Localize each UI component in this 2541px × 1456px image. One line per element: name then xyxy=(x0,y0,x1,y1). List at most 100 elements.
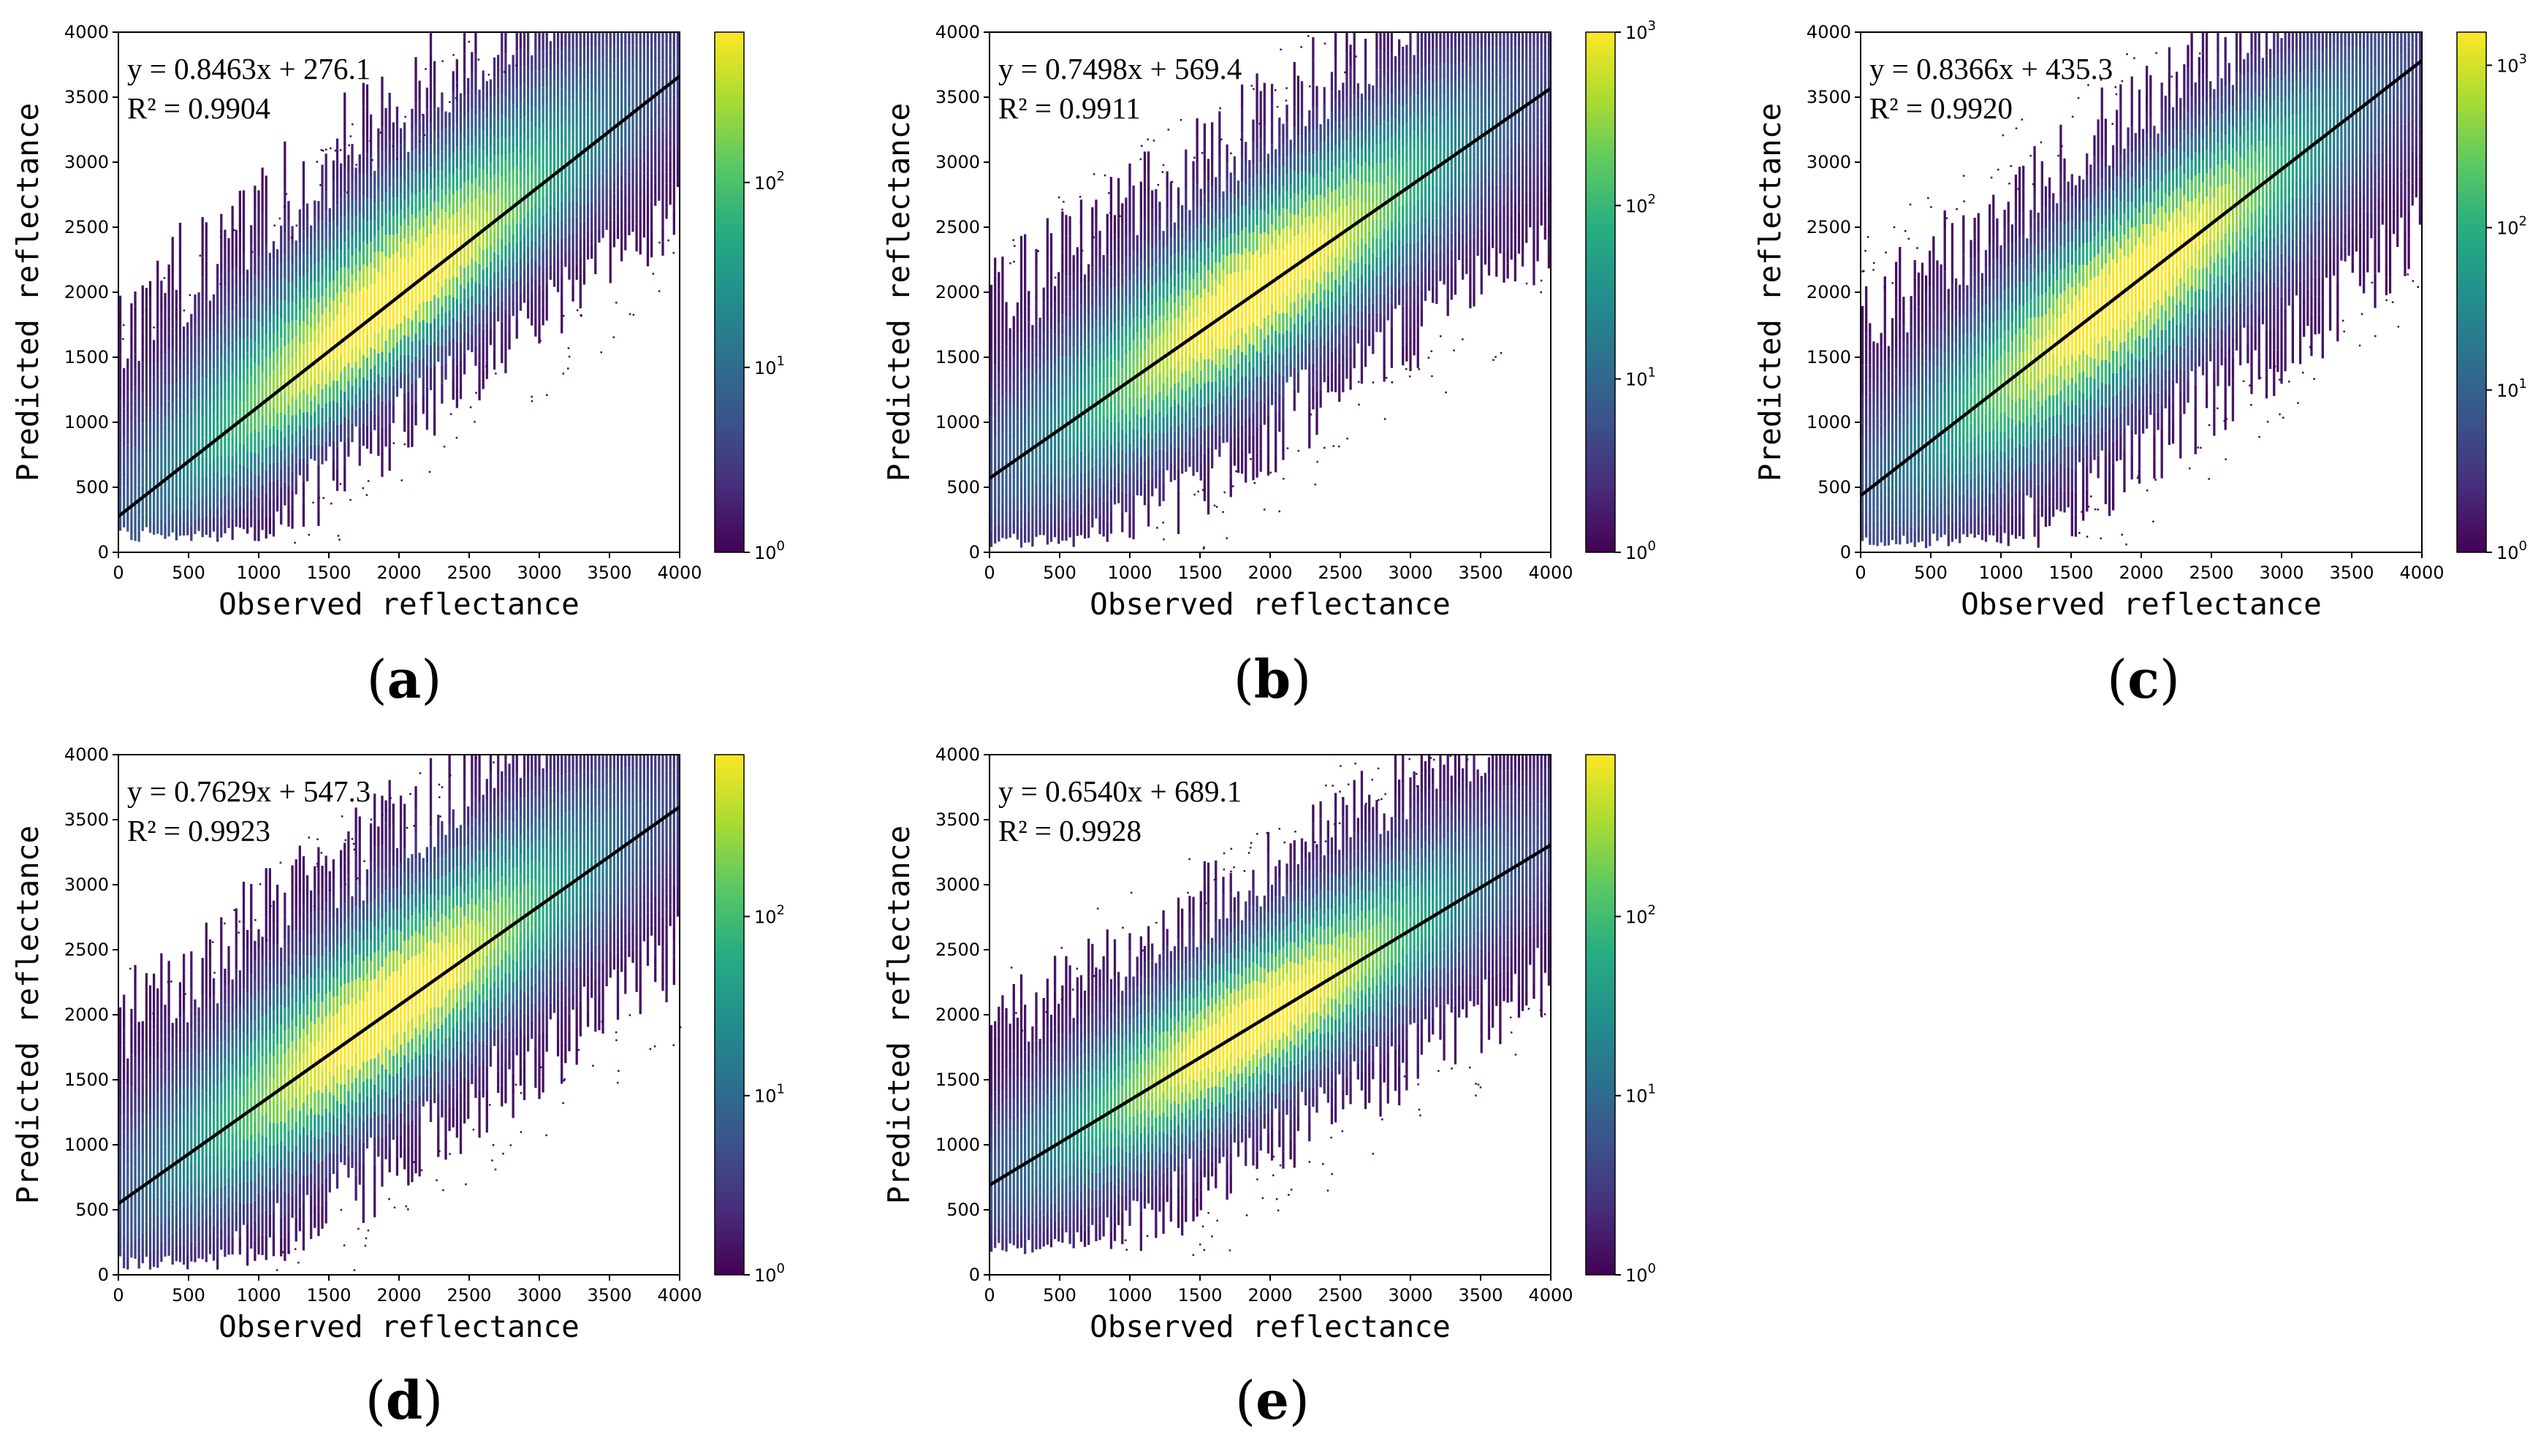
density-bin xyxy=(1338,265,1341,286)
density-bin xyxy=(1076,264,1079,283)
density-bin xyxy=(235,322,238,342)
density-bin xyxy=(654,118,657,130)
density-bin xyxy=(1061,458,1064,479)
density-bin xyxy=(1457,188,1461,204)
density-bin xyxy=(489,96,493,113)
density-bin xyxy=(422,283,425,302)
density-bin xyxy=(437,155,440,171)
density-bin xyxy=(1233,194,1236,215)
density-bin xyxy=(335,270,339,293)
density-bin xyxy=(1390,263,1394,284)
density-bin xyxy=(508,100,511,118)
density-bin xyxy=(145,318,148,333)
density-bin xyxy=(1390,115,1394,137)
density-bin xyxy=(1521,207,1524,223)
density-bin xyxy=(1155,432,1158,451)
outlier-point xyxy=(346,191,349,194)
density-bin xyxy=(265,402,267,425)
outlier-point xyxy=(322,150,324,152)
density-bin xyxy=(1402,126,1405,147)
density-bin xyxy=(1427,129,1431,145)
density-bin xyxy=(1457,132,1461,147)
density-bin xyxy=(515,89,518,109)
density-bin xyxy=(156,499,159,517)
density-bin xyxy=(1121,347,1124,368)
density-bin xyxy=(1012,492,1015,507)
density-bin xyxy=(280,263,283,282)
density-bin xyxy=(482,70,485,91)
outlier-point xyxy=(1540,291,1542,294)
density-bin xyxy=(579,83,582,102)
density-bin xyxy=(1457,160,1461,175)
density-bin xyxy=(1143,306,1147,329)
density-bin xyxy=(1263,381,1266,404)
density-bin xyxy=(1143,350,1147,373)
density-bin xyxy=(343,242,346,267)
density-bin xyxy=(1128,514,1131,538)
density-bin xyxy=(153,364,156,377)
density-bin xyxy=(990,432,993,449)
density-bin xyxy=(1001,485,1004,503)
density-bin xyxy=(399,209,403,226)
density-bin xyxy=(1155,207,1158,227)
density-bin xyxy=(1521,120,1524,135)
density-bin xyxy=(1109,377,1113,400)
x-tick-label: 500 xyxy=(172,563,205,583)
density-bin xyxy=(1035,321,1038,339)
density-bin xyxy=(1473,83,1475,101)
density-bin xyxy=(156,346,159,364)
density-bin xyxy=(1427,178,1431,194)
density-bin xyxy=(672,45,675,58)
density-bin xyxy=(137,440,140,451)
density-bin xyxy=(411,320,414,342)
density-bin xyxy=(609,47,612,64)
density-bin xyxy=(414,218,417,242)
density-bin xyxy=(1147,362,1150,386)
density-bin xyxy=(467,95,470,113)
density-bin xyxy=(407,226,410,245)
density-bin xyxy=(1068,296,1071,317)
fit-equation: y = 0.8463x + 276.1 xyxy=(127,52,371,85)
density-bin xyxy=(1222,238,1225,255)
density-bin xyxy=(1016,332,1019,347)
density-bin xyxy=(238,191,242,212)
density-bin xyxy=(1457,245,1461,261)
density-bin xyxy=(1079,199,1083,221)
density-bin xyxy=(1312,176,1315,200)
density-bin xyxy=(994,365,997,383)
density-bin xyxy=(601,199,604,213)
density-bin xyxy=(1529,105,1532,118)
density-bin xyxy=(459,226,463,246)
density-bin xyxy=(1113,341,1117,360)
density-bin xyxy=(1364,59,1367,80)
density-bin xyxy=(167,366,170,384)
density-bin xyxy=(1398,188,1401,206)
density-bin xyxy=(612,85,616,99)
density-bin xyxy=(1132,495,1135,517)
density-bin xyxy=(1113,486,1117,505)
density-bin xyxy=(1072,291,1075,310)
density-bin xyxy=(1218,413,1221,435)
density-bin xyxy=(1169,444,1172,463)
density-bin xyxy=(1547,194,1551,210)
density-bin xyxy=(1237,345,1240,364)
density-bin xyxy=(399,225,403,243)
density-bin xyxy=(538,188,541,207)
density-bin xyxy=(280,394,283,413)
density-bin xyxy=(444,161,447,179)
density-bin xyxy=(1345,248,1348,271)
density-bin xyxy=(1155,413,1158,432)
density-bin xyxy=(542,289,544,308)
density-bin xyxy=(552,143,556,160)
density-bin xyxy=(1065,459,1068,480)
density-bin xyxy=(489,229,493,245)
density-bin xyxy=(998,373,1000,390)
density-bin xyxy=(1469,49,1472,67)
density-bin xyxy=(1510,231,1513,245)
density-bin xyxy=(153,449,156,462)
density-bin xyxy=(1136,283,1139,300)
density-bin xyxy=(519,49,523,67)
density-bin xyxy=(153,400,156,413)
density-bin xyxy=(1087,503,1090,521)
density-bin xyxy=(1353,74,1356,96)
